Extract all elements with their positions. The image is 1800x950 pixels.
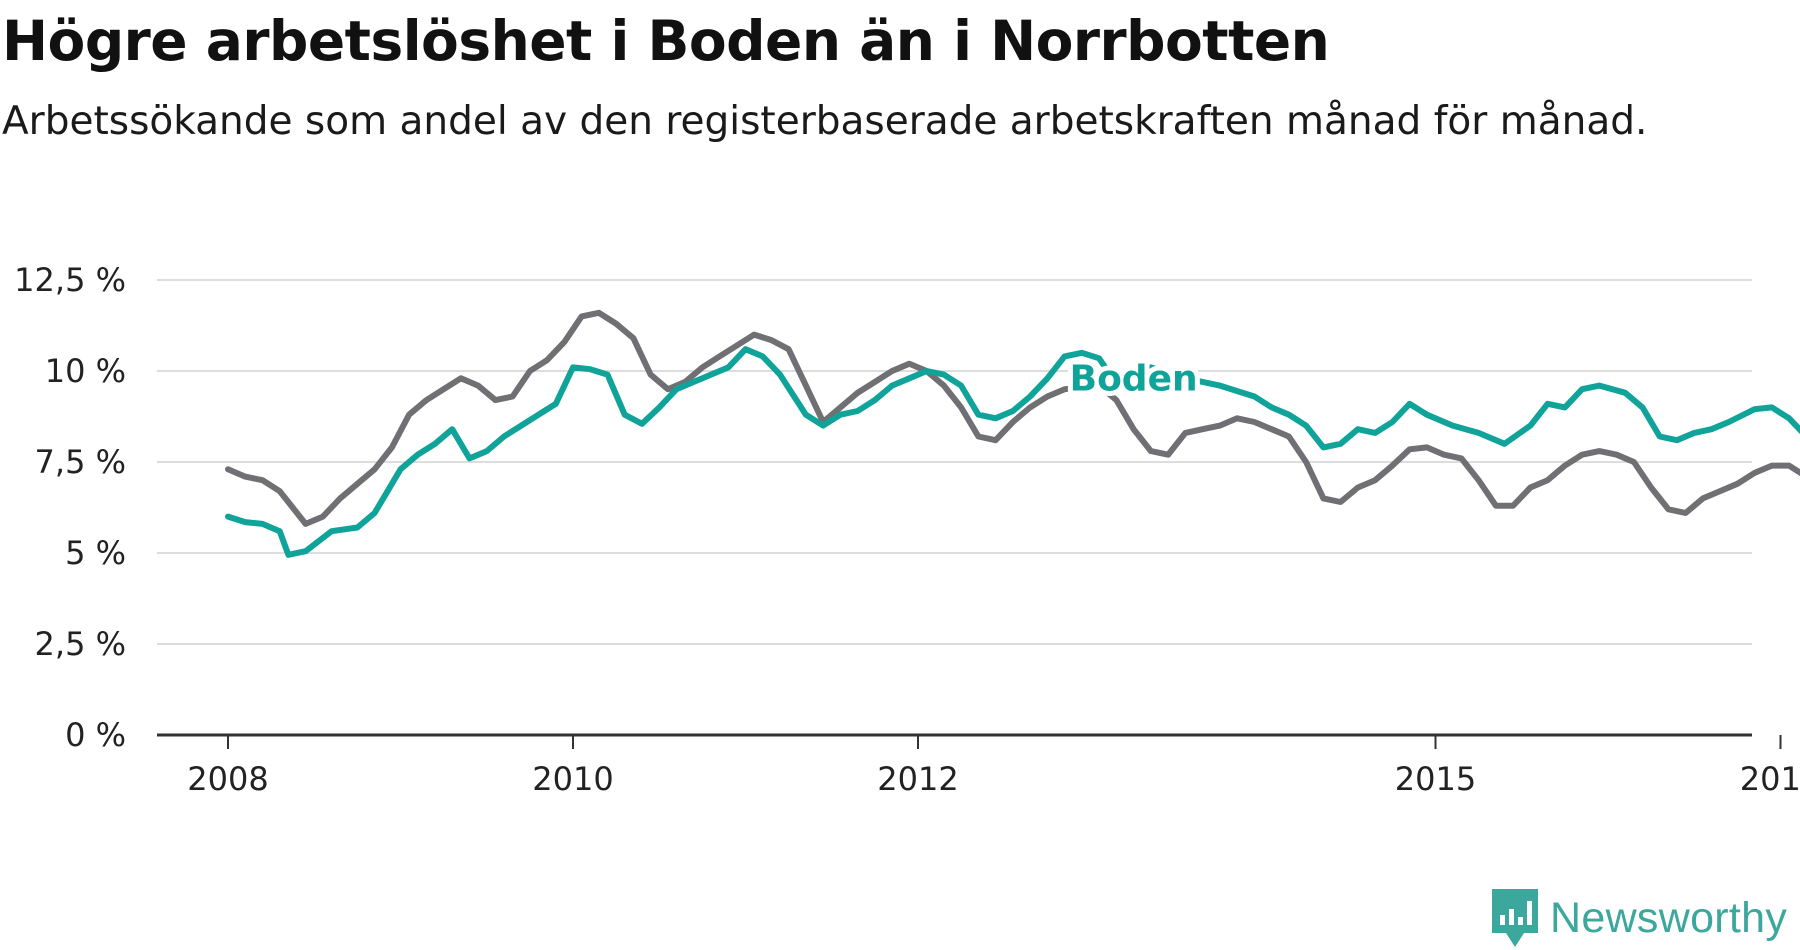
newsworthy-logo-icon xyxy=(1492,889,1538,947)
y-tick-label: 0 % xyxy=(65,716,126,754)
series-labels: BodenBodenNorrbottenNorrbotten4,2 %4,2 %… xyxy=(1065,353,1203,404)
chart-title: Högre arbetslöshet i Boden än i Norrbott… xyxy=(2,9,1330,73)
x-tick-label: 2017 xyxy=(1740,760,1800,798)
brand[interactable]: Newsworthy xyxy=(1490,886,1787,950)
x-tick-label: 2008 xyxy=(187,760,268,798)
x-axis-ticks: 20082010201220152017202020222024 xyxy=(187,735,1800,798)
chart-subtitle: Arbetssökande som andel av den registerb… xyxy=(2,99,1648,144)
brand-name: Newsworthy xyxy=(1550,893,1788,942)
series-lines xyxy=(225,309,1800,558)
y-axis-ticks: 0 % 2,5 % 5 % 7,5 % 10 % 12,5 % xyxy=(14,261,126,754)
y-tick-label: 10 % xyxy=(45,352,126,390)
series-label-halo: Boden xyxy=(1070,358,1198,399)
x-tick-label: 2012 xyxy=(877,760,958,798)
y-tick-label: 7,5 % xyxy=(35,443,126,481)
y-tick-label: 2,5 % xyxy=(35,625,126,663)
x-tick-label: 2010 xyxy=(532,760,613,798)
y-tick-label: 12,5 % xyxy=(14,261,126,299)
series-line-boden xyxy=(225,346,1800,558)
gridlines xyxy=(157,279,1752,737)
x-tick-label: 2015 xyxy=(1395,760,1476,798)
series-line-norrbotten xyxy=(225,309,1800,527)
y-tick-label: 5 % xyxy=(65,534,126,572)
series-label-boden: Boden xyxy=(1070,358,1198,399)
